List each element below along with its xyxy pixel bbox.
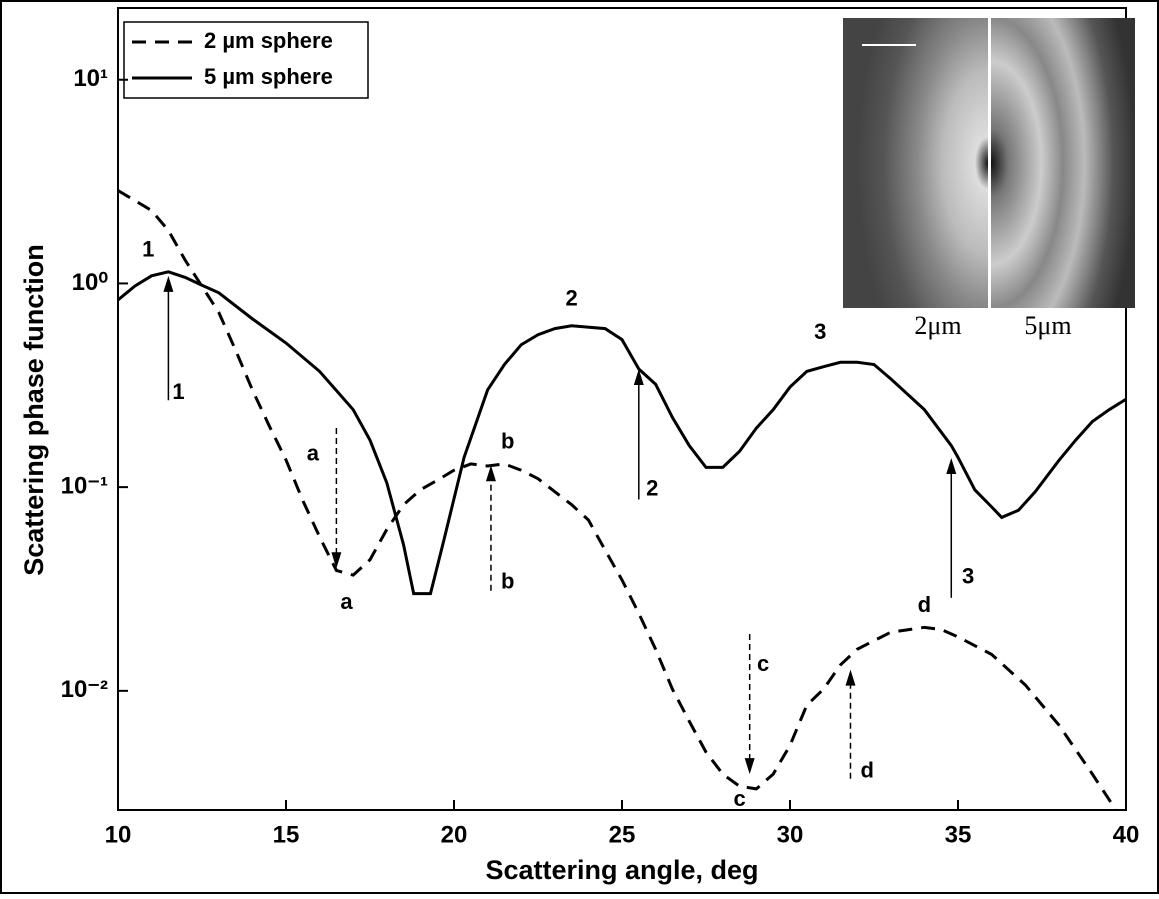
series-line	[117, 189, 1118, 811]
annotation: a	[340, 589, 353, 614]
x-tick-label: 40	[1113, 821, 1140, 848]
annotation: 3	[814, 319, 826, 344]
arrow-head	[946, 458, 957, 475]
annotation: 2	[646, 476, 658, 501]
x-tick-label: 15	[273, 821, 300, 848]
annotation: b	[501, 429, 514, 454]
annotation: c	[733, 786, 745, 811]
annotation: 3	[962, 563, 974, 588]
annotation: d	[861, 758, 874, 783]
legend-label: 5 µm sphere	[204, 64, 333, 89]
arrow-head	[845, 669, 856, 686]
annotation: b	[501, 568, 514, 593]
inset-left	[843, 18, 988, 308]
arrow-head	[744, 758, 755, 775]
x-tick-label: 10	[105, 821, 132, 848]
y-tick-label: 10⁻¹	[61, 472, 108, 499]
x-tick-label: 25	[609, 821, 636, 848]
arrow-head	[163, 275, 174, 292]
annotation: 2	[565, 286, 577, 311]
y-tick-label: 10¹	[73, 65, 108, 92]
y-tick-label: 10⁰	[72, 269, 109, 296]
x-tick-label: 30	[777, 821, 804, 848]
series-line	[117, 270, 1127, 596]
legend	[123, 21, 369, 99]
annotation: a	[307, 441, 320, 466]
inset-right	[991, 18, 1135, 308]
arrow-head	[633, 369, 644, 386]
inset-divider	[988, 18, 991, 308]
annotation: 1	[142, 236, 154, 261]
legend-label: 2 µm sphere	[204, 28, 333, 53]
inset-image: 2μm 5μm	[843, 18, 1135, 340]
annotation: 1	[172, 379, 184, 404]
x-axis-label: Scattering angle, deg	[485, 855, 758, 885]
y-axis-label: Scattering phase function	[19, 244, 49, 576]
x-tick-label: 35	[945, 821, 972, 848]
y-tick-label: 10⁻²	[61, 676, 108, 703]
x-tick-label: 20	[441, 821, 468, 848]
annotation: c	[757, 651, 769, 676]
arrow-head	[331, 552, 342, 569]
arrow-head	[485, 465, 496, 482]
annotation: d	[918, 592, 931, 617]
inset-label: 2μm	[914, 311, 961, 340]
inset-label: 5μm	[1024, 311, 1071, 340]
